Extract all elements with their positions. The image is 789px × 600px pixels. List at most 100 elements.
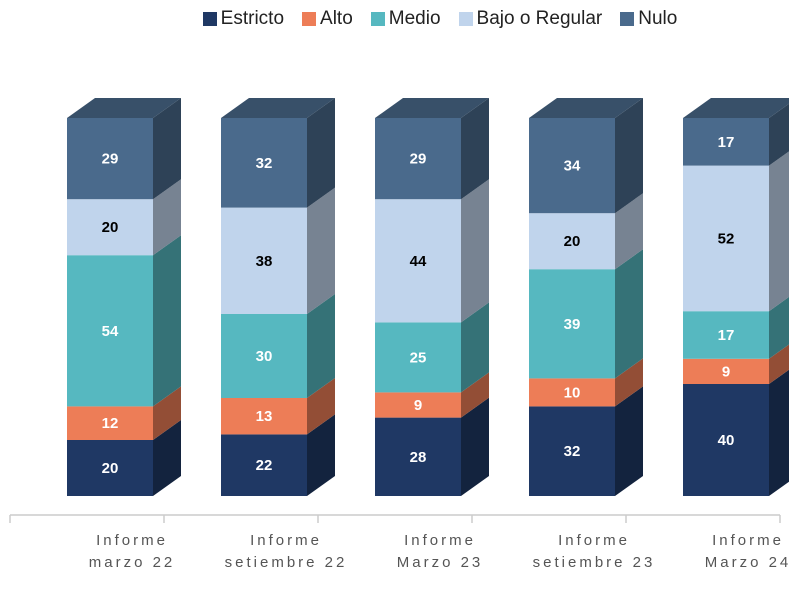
bar [529,118,615,214]
data-label: 20 [102,219,119,236]
x-tick-label: Informe marzo 22 [88,532,176,571]
legend-label: Estricto [220,8,285,29]
bar [683,165,769,312]
bar-top [67,98,181,118]
bar-side [153,235,181,407]
data-label: 13 [256,408,273,425]
bar-side [615,249,643,379]
bar-top [375,98,489,118]
data-label: 12 [102,415,119,432]
bar-side [615,98,643,214]
legend-item: Estricto [202,8,285,30]
bar [683,384,769,496]
bar-top [683,98,789,118]
legend-label: Medio [388,8,441,29]
bar [67,199,153,256]
legend-item: Medio [370,8,441,30]
x-tick-label: Informe setiembre 22 [224,532,348,571]
data-label: 34 [564,158,581,175]
bar [67,255,153,407]
legend-swatch [370,12,385,26]
bar [375,322,461,393]
data-label: 9 [414,397,422,414]
legend-item: Alto [302,8,353,30]
bar [67,118,153,200]
bar-side [307,294,335,398]
data-label: 17 [718,134,735,151]
bar [529,269,615,379]
data-label: 52 [718,230,735,247]
legend: Estricto Alto Medio Bajo o Regular Nulo [150,8,730,30]
data-label: 25 [410,349,427,366]
bar [375,118,461,200]
bar-side [615,358,643,407]
data-label: 9 [722,363,730,380]
data-label: 22 [256,457,273,474]
bar [375,417,461,496]
legend-label: Alto [320,8,353,29]
bar-side [307,187,335,314]
bar-side [615,386,643,496]
legend-label: Nulo [638,8,678,29]
data-label: 29 [102,151,119,168]
data-label: 38 [256,253,273,270]
bar [221,434,307,496]
bar-side [153,98,181,200]
bar-side [307,414,335,496]
bar [221,398,307,435]
x-tick-label: Informe setiembre 23 [532,532,656,571]
legend-swatch [202,12,217,26]
bar [221,118,307,208]
x-tick-label: Informe Marzo 24 [704,532,789,571]
data-label: 30 [256,348,273,365]
bar [67,440,153,496]
bar [529,378,615,407]
bar-side [769,103,789,166]
bar [683,358,769,384]
bar-side [153,420,181,496]
data-label: 17 [718,327,735,344]
bar-side [615,193,643,270]
bar-side [461,98,489,200]
data-label: 20 [564,233,581,250]
bar-side [307,378,335,435]
bar [67,406,153,440]
bar [529,213,615,270]
legend-item: Bajo o Regular [458,8,603,30]
legend-swatch [302,12,317,26]
bar-side [461,302,489,393]
data-label: 54 [102,323,119,340]
bar-side [461,372,489,418]
legend-swatch [458,12,473,26]
bar [375,392,461,418]
bar [375,199,461,323]
bar-side [769,151,789,312]
data-label: 29 [410,151,427,168]
bar [683,311,769,359]
bar-side [461,179,489,323]
data-label: 28 [410,449,427,466]
data-label: 10 [564,384,581,401]
bar-side [769,369,789,496]
bar [221,207,307,314]
data-label: 39 [564,316,581,333]
bar [683,118,769,166]
data-label: 40 [718,432,735,449]
legend-swatch [620,12,635,26]
bar [221,314,307,398]
bar-side [769,296,789,359]
bar [529,406,615,496]
bar-side [461,397,489,496]
data-label: 20 [102,460,119,477]
data-label: 32 [564,443,581,460]
legend-label: Bajo o Regular [476,8,603,29]
bar-top [221,98,335,118]
data-label: 32 [256,155,273,172]
legend-item: Nulo [620,8,677,30]
bar-side [307,98,335,208]
bar-side [769,344,789,384]
x-tick-label: Informe Marzo 23 [396,532,484,571]
bar-top [529,98,643,118]
